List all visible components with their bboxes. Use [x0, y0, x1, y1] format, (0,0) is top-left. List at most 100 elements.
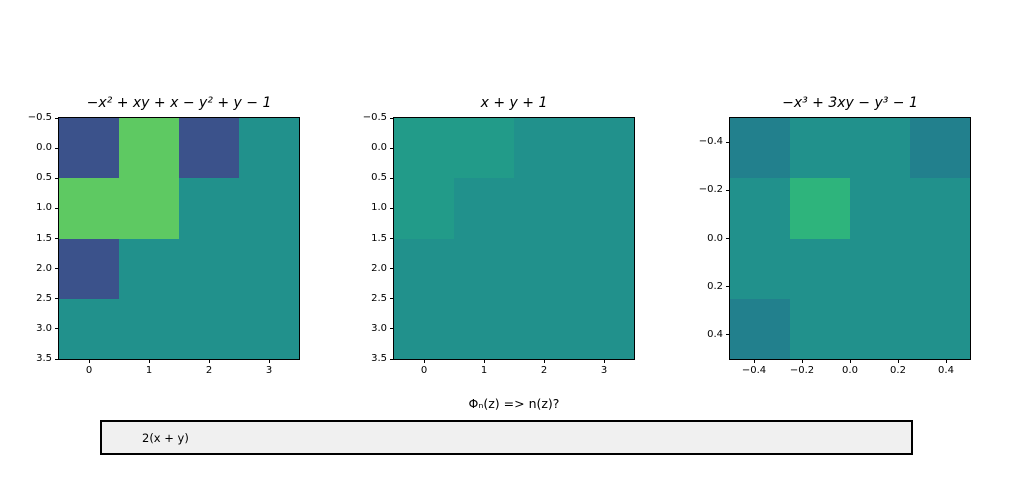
x-tick-label: −0.2: [789, 365, 815, 376]
x-tick-mark: [753, 359, 755, 363]
heatmap-cell: [59, 238, 119, 299]
y-tick-label: 0.0: [371, 142, 387, 154]
heatmap-cell: [730, 238, 790, 299]
y-tick-label: 3.0: [36, 322, 52, 334]
x-tick-mark: [268, 359, 270, 363]
x-tick-label: 0.4: [938, 365, 954, 376]
heatmap-cell: [514, 118, 574, 179]
y-tick-mark: [390, 117, 394, 119]
x-tick-mark: [483, 359, 485, 363]
x-tick-label: −0.4: [741, 365, 767, 376]
y-tick-label: −0.2: [698, 184, 723, 196]
y-tick-mark: [390, 298, 394, 300]
y-tick-label: 0.4: [707, 328, 723, 340]
heatmap-cell: [394, 298, 454, 359]
heatmap-cell: [239, 118, 299, 179]
y-tick-mark: [390, 207, 394, 209]
x-tick-label: 0.0: [842, 365, 858, 376]
y-tick-mark: [55, 268, 59, 270]
y-tick-label: 3.5: [371, 353, 387, 364]
x-tick-label: 3: [265, 365, 273, 376]
y-tick-mark: [726, 238, 730, 239]
x-tick-mark: [208, 359, 210, 363]
expression-input[interactable]: [100, 420, 913, 455]
heatmap-cell: [59, 178, 119, 239]
heatmap-cell: [239, 298, 299, 359]
heatmap-axes-2: x + y + 1 0 1 2 3 −0.5 0.0 0.5 1.0 1.5 2.0 2.5 3.0 3…: [363, 95, 635, 376]
heatmap-cell: [239, 178, 299, 239]
y-tick-mark: [55, 358, 59, 360]
y-tick-label: 0.0: [707, 232, 723, 244]
y-tick-label: 0.5: [36, 172, 52, 184]
y-tick-label: 3.0: [371, 322, 387, 334]
heatmap-cell: [574, 238, 634, 299]
heatmap-cell: [910, 118, 970, 179]
y-tick-mark: [55, 298, 59, 300]
heatmap-cell: [574, 178, 634, 239]
heatmap-cell: [790, 238, 850, 299]
x-tick-mark: [543, 359, 545, 363]
heatmap-axes-3: −x³ + 3xy − y³ − 1 −0.4 −0.2 0.0 0.2 0.4 −0.4…: [699, 95, 971, 376]
y-tick-mark: [390, 177, 394, 179]
y-tick-label: 2.5: [36, 292, 52, 304]
y-tick-label: −0.5: [362, 112, 387, 123]
y-tick-mark: [55, 238, 59, 239]
y-tick-label: 0.5: [371, 172, 387, 184]
y-tick-label: 0.2: [707, 280, 723, 292]
axes-xlabel: Φₙ(z) => n(z)?: [468, 396, 560, 411]
y-tick-mark: [55, 147, 59, 149]
y-tick-mark: [390, 358, 394, 360]
heatmap-cell: [730, 178, 790, 239]
y-tick-label: 1.5: [371, 232, 387, 244]
x-tick-label: 1: [145, 365, 153, 376]
plot-title-2: x + y + 1: [480, 95, 548, 111]
heatmap-cell: [119, 238, 179, 299]
heatmap-cell: [179, 298, 239, 359]
y-tick-label: 0.0: [36, 142, 52, 154]
x-tick-mark: [148, 359, 150, 363]
heatmap-cell: [514, 298, 574, 359]
heatmap-cell: [59, 298, 119, 359]
heatmap-cell: [239, 238, 299, 299]
y-tick-mark: [726, 334, 730, 336]
y-tick-mark: [55, 117, 59, 119]
heatmap-cell: [730, 118, 790, 179]
x-tick-mark: [849, 359, 851, 363]
heatmap-cell: [454, 118, 514, 179]
heatmap-cell: [394, 178, 454, 239]
heatmap-cell: [179, 238, 239, 299]
heatmap-cell: [59, 118, 119, 179]
x-tick-label: 2: [205, 365, 213, 376]
x-tick-mark: [603, 359, 605, 363]
y-tick-label: 3.5: [36, 353, 52, 364]
y-tick-mark: [390, 328, 394, 330]
heatmap-cell: [910, 298, 970, 359]
x-tick-mark: [897, 359, 899, 363]
heatmap-axes-1: −x² + xy + x − y² + y − 1 0 1 2 3 −0.5 0.0 0.5…: [28, 95, 300, 376]
y-tick-mark: [726, 141, 730, 143]
heatmap-grid-2: [394, 118, 634, 359]
y-tick-label: 2.0: [371, 262, 387, 274]
y-tick-label: −0.5: [27, 112, 52, 123]
plot-title-3: −x³ + 3xy − y³ − 1: [782, 95, 918, 111]
heatmap-cell: [119, 298, 179, 359]
y-tick-mark: [390, 268, 394, 270]
y-tick-label: 1.0: [371, 202, 387, 214]
heatmap-cell: [850, 298, 910, 359]
heatmap-grid-3: [730, 118, 970, 359]
heatmap-cell: [850, 178, 910, 239]
x-tick-mark: [88, 359, 90, 363]
x-tick-mark: [423, 359, 425, 363]
heatmap-cell: [850, 118, 910, 179]
x-tick-label: 0.2: [890, 365, 906, 376]
y-tick-mark: [55, 328, 59, 330]
y-tick-label: 1.5: [36, 232, 52, 244]
heatmap-cell: [910, 238, 970, 299]
heatmap-cell: [119, 118, 179, 179]
x-tick-mark: [945, 359, 947, 363]
y-tick-mark: [55, 177, 59, 179]
heatmap-cell: [454, 238, 514, 299]
heatmap-cell: [910, 178, 970, 239]
heatmap-grid-1: [59, 118, 299, 359]
